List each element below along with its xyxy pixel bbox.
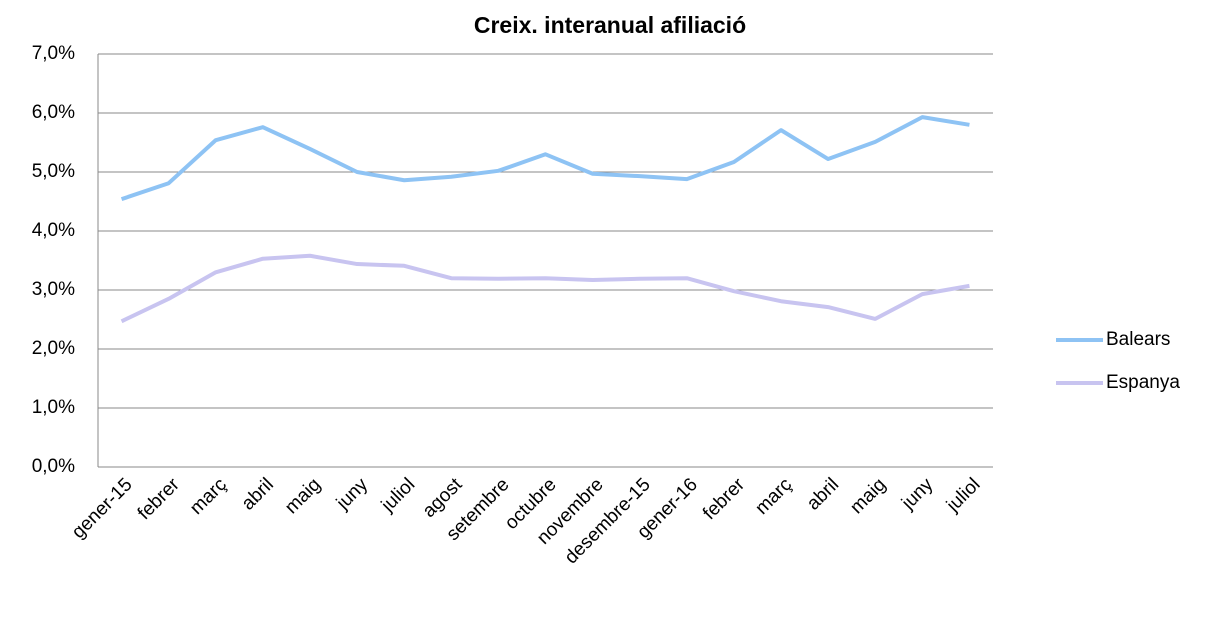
legend-label: Balears — [1106, 329, 1170, 350]
x-tick-label: maig — [281, 474, 325, 518]
x-tick-label: març — [186, 474, 231, 519]
x-tick-label: gener-15 — [68, 474, 137, 543]
series-line — [120, 115, 970, 202]
y-tick-label: 4,0% — [32, 220, 75, 241]
y-tick-label: 0,0% — [32, 456, 75, 477]
x-tick-label: abril — [238, 474, 278, 514]
x-tick-label: juny — [897, 474, 938, 515]
x-tick-label: abril — [803, 474, 843, 514]
x-tick-label: juliol — [942, 474, 984, 516]
y-tick-label: 2,0% — [32, 338, 75, 359]
x-tick-label: maig — [846, 474, 890, 518]
chart-title: Creix. interanual afiliació — [474, 12, 746, 38]
series-line — [120, 253, 970, 324]
x-tick-label: juliol — [377, 474, 419, 516]
y-tick-label: 5,0% — [32, 161, 75, 182]
y-tick-label: 7,0% — [32, 43, 75, 64]
legend-label: Espanya — [1106, 372, 1180, 393]
x-tick-label: febrer — [134, 474, 184, 524]
y-tick-label: 6,0% — [32, 102, 75, 123]
x-tick-label: juny — [332, 474, 373, 515]
x-tick-label: febrer — [699, 474, 749, 524]
y-tick-label: 3,0% — [32, 279, 75, 300]
x-tick-label: març — [751, 474, 796, 519]
y-tick-label: 1,0% — [32, 397, 75, 418]
